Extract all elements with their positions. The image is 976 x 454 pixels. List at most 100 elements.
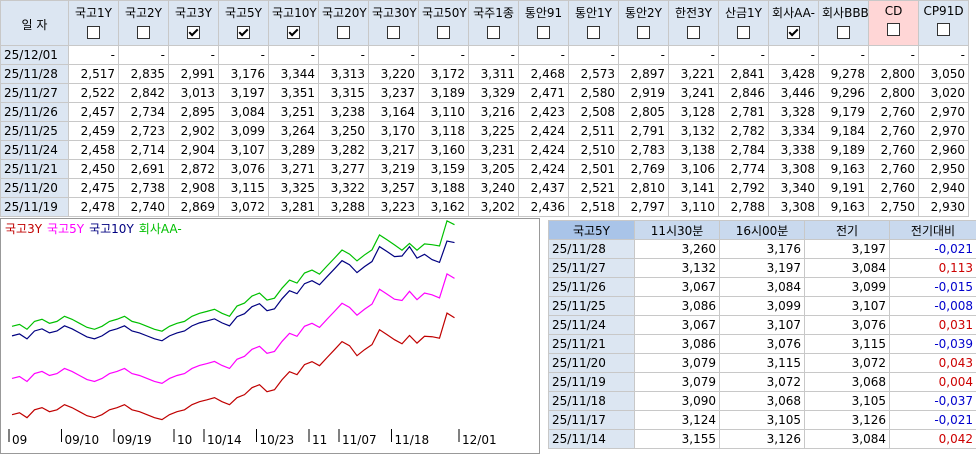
rate-cell: 3,216	[468, 102, 519, 122]
date-header: 일 자	[0, 0, 69, 46]
rate-cell: 3,202	[468, 197, 519, 217]
column-header: 회사AA-	[768, 0, 819, 46]
x-tick-label: 10/23	[260, 433, 295, 447]
data-row: 25/11/18 3,090 3,068 3,105 -0,037	[548, 391, 976, 411]
column-label: 국고2Y	[124, 6, 163, 20]
checkbox[interactable]	[137, 26, 150, 39]
rate-cell: 9,163	[818, 197, 869, 217]
rate-cell: 2,792	[718, 178, 769, 198]
rate-cell: 3,013	[168, 83, 219, 103]
data-row: 25/11/19 3,079 3,072 3,068 0,004	[548, 372, 976, 392]
rate-cell: -	[68, 45, 119, 65]
checkbox[interactable]	[237, 26, 250, 39]
value-cell: 0,043	[889, 353, 976, 373]
date-cell: 25/11/25	[548, 296, 635, 316]
rate-cell: 3,110	[668, 197, 719, 217]
rate-cell: 2,908	[168, 178, 219, 198]
checkbox[interactable]	[187, 26, 200, 39]
rate-cell: 3,344	[268, 64, 319, 84]
checkbox[interactable]	[737, 26, 750, 39]
value-cell: -0,015	[889, 277, 976, 297]
column-header: 국고3Y	[168, 0, 219, 46]
value-cell: 0,042	[889, 429, 976, 449]
checkbox[interactable]	[787, 26, 800, 39]
rate-cell: 3,328	[768, 102, 819, 122]
rate-cell: -	[318, 45, 369, 65]
rate-cell: -	[718, 45, 769, 65]
column-header: 통안1Y	[568, 0, 619, 46]
rate-cell: 3,170	[368, 121, 419, 141]
column-header: 11시30분	[634, 220, 720, 240]
column-label: 국고30Y	[372, 6, 417, 20]
rate-cell: 3,277	[318, 159, 369, 179]
rate-cell: 3,164	[368, 102, 419, 122]
column-header: 국고5Y	[548, 220, 635, 240]
value-cell: 3,076	[719, 334, 805, 354]
rate-cell: 2,501	[568, 159, 619, 179]
rate-cell: 2,518	[568, 197, 619, 217]
rate-cell: 3,138	[668, 140, 719, 160]
rate-cell: -	[118, 45, 169, 65]
value-cell: -0,037	[889, 391, 976, 411]
rate-cell: 2,797	[618, 197, 669, 217]
column-label: 국고10Y	[272, 6, 317, 20]
rate-cell: 2,842	[118, 83, 169, 103]
column-header: 국고5Y	[218, 0, 269, 46]
rate-cell: 2,930	[918, 197, 969, 217]
rate-cell: 2,760	[868, 102, 919, 122]
rate-cell: 3,338	[768, 140, 819, 160]
rate-cell: 2,774	[718, 159, 769, 179]
rate-cell: 3,197	[218, 83, 269, 103]
rate-cell: 3,237	[368, 83, 419, 103]
value-cell: 3,155	[634, 429, 720, 449]
x-tick-label: 12/01	[462, 433, 497, 447]
rate-cell: 3,308	[768, 197, 819, 217]
date-cell: 25/11/21	[548, 334, 635, 354]
value-cell: -0,039	[889, 334, 976, 354]
rate-cell: 9,163	[818, 159, 869, 179]
checkbox[interactable]	[587, 26, 600, 39]
checkbox[interactable]	[337, 26, 350, 39]
rate-cell: 3,340	[768, 178, 819, 198]
rate-cell: 2,869	[168, 197, 219, 217]
checkbox[interactable]	[437, 26, 450, 39]
rate-cell: 3,251	[268, 102, 319, 122]
checkbox[interactable]	[637, 26, 650, 39]
column-label: 국고5Y	[224, 6, 263, 20]
data-row: 25/11/24 3,067 3,107 3,076 0,031	[548, 315, 976, 335]
date-cell: 25/11/19	[0, 197, 69, 217]
value-cell: 3,115	[719, 353, 805, 373]
rate-cell: 2,508	[568, 102, 619, 122]
x-tick-label: 10	[177, 433, 192, 447]
checkbox[interactable]	[487, 26, 500, 39]
rate-cell: 2,769	[618, 159, 669, 179]
date-cell: 25/11/14	[548, 429, 635, 449]
checkbox[interactable]	[887, 23, 900, 36]
rate-cell: 3,220	[368, 64, 419, 84]
data-row: 25/11/27 2,522 2,842 3,013 3,197 3,351 3,315 3,…	[0, 83, 969, 103]
value-cell: 3,197	[719, 258, 805, 278]
checkbox[interactable]	[687, 26, 700, 39]
data-row: 25/11/25 3,086 3,099 3,107 -0,008	[548, 296, 976, 316]
checkbox[interactable]	[937, 23, 950, 36]
rate-cell: 3,107	[218, 140, 269, 160]
column-header: 16시00분	[719, 220, 805, 240]
data-row: 25/11/25 2,459 2,723 2,902 3,099 3,264 3,250 3,…	[0, 121, 969, 141]
rate-cell: 3,282	[318, 140, 369, 160]
checkbox[interactable]	[837, 26, 850, 39]
checkbox[interactable]	[387, 26, 400, 39]
rate-cell: -	[468, 45, 519, 65]
checkbox[interactable]	[87, 26, 100, 39]
data-row: 25/11/24 2,458 2,714 2,904 3,107 3,289 3,282 3,…	[0, 140, 969, 160]
rate-cell: 3,313	[318, 64, 369, 84]
data-row: 25/11/28 3,260 3,176 3,197 -0,021	[548, 239, 976, 259]
rate-cell: 2,760	[868, 178, 919, 198]
x-tick-label: 09/10	[65, 433, 100, 447]
checkbox[interactable]	[287, 26, 300, 39]
checkbox[interactable]	[537, 26, 550, 39]
rate-cell: 3,159	[418, 159, 469, 179]
rate-cell: 3,250	[318, 121, 369, 141]
rate-cell: 9,191	[818, 178, 869, 198]
date-cell: 25/11/24	[0, 140, 69, 160]
column-label: CD	[884, 4, 903, 18]
